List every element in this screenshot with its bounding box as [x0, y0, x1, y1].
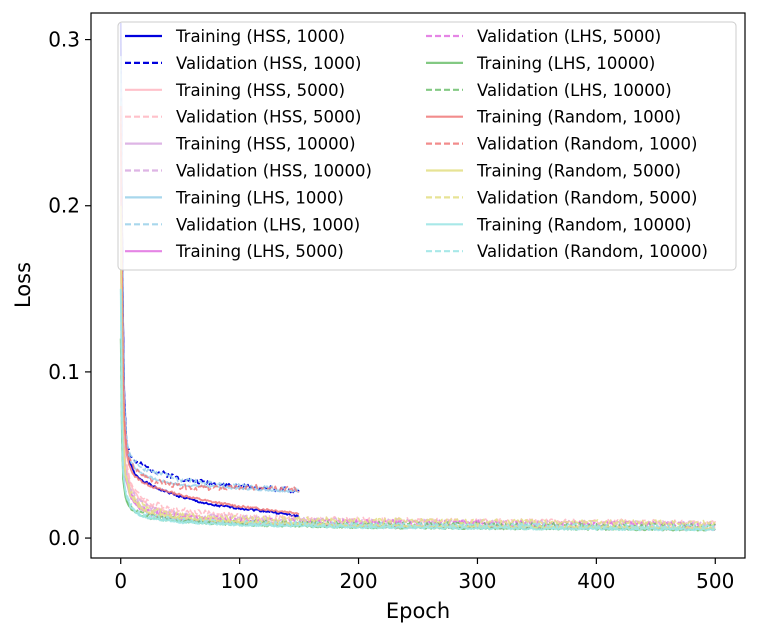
legend-label: Training (HSS, 5000) [175, 81, 345, 100]
legend-label: Validation (LHS, 1000) [176, 215, 360, 234]
series-line-4 [119, 122, 717, 527]
legend-label: Training (LHS, 5000) [175, 242, 344, 261]
x-tick-label: 200 [339, 569, 377, 593]
legend-label: Training (Random, 10000) [476, 215, 692, 234]
x-axis: 0 100 200 300 400 500 [114, 558, 734, 593]
series-line-8 [119, 56, 300, 493]
legend-label: Validation (Random, 1000) [477, 135, 697, 154]
legend-label: Training (LHS, 1000) [175, 188, 344, 207]
legend-label: Validation (LHS, 10000) [477, 81, 672, 100]
legend-label: Training (Random, 5000) [476, 162, 681, 181]
x-tick-label: 400 [577, 569, 615, 593]
x-tick-label: 300 [458, 569, 496, 593]
legend-label: Training (HSS, 10000) [175, 135, 356, 154]
x-tick-label: 0 [114, 569, 127, 593]
x-axis-label: Epoch [386, 599, 450, 623]
legend: Training (HSS, 1000) Validation (HSS, 100… [117, 21, 737, 271]
y-axis-label: Loss [11, 262, 35, 308]
legend-label: Validation (HSS, 5000) [176, 108, 361, 127]
x-tick-label: 500 [696, 569, 734, 593]
series-layer [119, 22, 717, 532]
plot-frame [90, 12, 746, 559]
legend-label: Validation (Random, 10000) [477, 242, 708, 261]
legend-label: Training (LHS, 10000) [476, 54, 655, 73]
y-tick-label: 0.0 [48, 526, 80, 550]
series-line-16 [119, 205, 716, 527]
series-line-14 [119, 106, 300, 493]
legend-label: Validation (HSS, 10000) [176, 162, 372, 181]
y-axis: 0.0 0.1 0.2 0.3 [48, 28, 91, 550]
y-tick-label: 0.3 [48, 28, 80, 52]
legend-label: Validation (LHS, 5000) [477, 27, 661, 46]
y-tick-label: 0.2 [48, 194, 80, 218]
legend-label: Training (Random, 1000) [476, 108, 681, 127]
series-line-1 [119, 22, 300, 518]
series-line-7 [119, 56, 300, 493]
legend-label: Training (HSS, 1000) [175, 27, 345, 46]
legend-label: Validation (Random, 5000) [477, 188, 697, 207]
legend-box [117, 21, 737, 271]
series-line-18 [119, 288, 716, 531]
series-line-13 [119, 106, 300, 515]
x-tick-label: 100 [221, 569, 259, 593]
legend-label: Validation (HSS, 1000) [176, 54, 361, 73]
series-line-17 [119, 288, 716, 532]
y-tick-label: 0.1 [48, 360, 80, 384]
series-line-2 [119, 39, 300, 494]
